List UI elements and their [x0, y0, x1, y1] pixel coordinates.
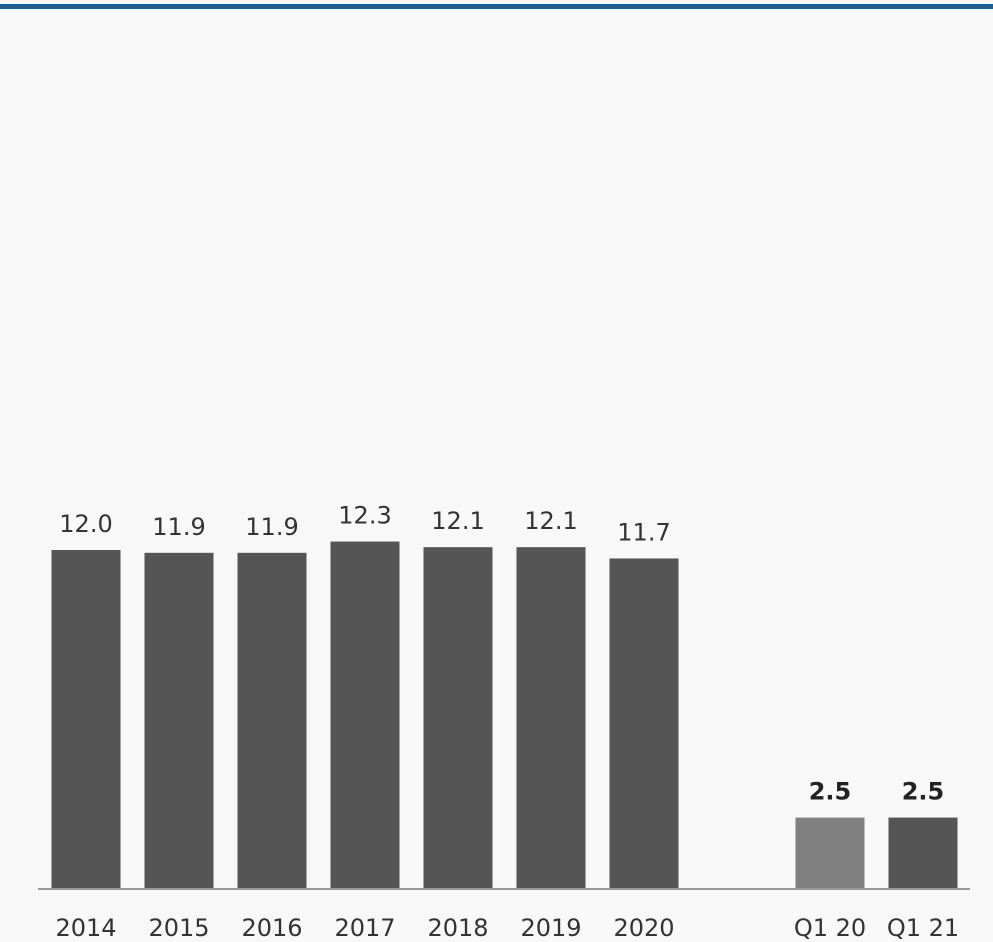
x-tick-label-q1-21: Q1 21 [887, 914, 959, 942]
bar-2016 [237, 552, 307, 888]
x-tick-label-2014: 2014 [55, 914, 116, 942]
value-label-2016: 11.9 [245, 513, 298, 541]
bar-2014 [51, 550, 121, 888]
value-label-q1-21: 2.5 [902, 778, 945, 806]
value-label-2015: 11.9 [152, 513, 205, 541]
value-label-2019: 12.1 [524, 507, 577, 535]
value-labels-group: 12.0 11.9 11.9 12.3 12.1 12.1 11.7 2.5 2.5 [59, 502, 944, 806]
x-tick-label-2015: 2015 [148, 914, 209, 942]
bar-2015 [144, 552, 214, 888]
top-accent-rule [0, 4, 993, 9]
value-label-2014: 12.0 [59, 510, 112, 538]
value-label-2018: 12.1 [431, 507, 484, 535]
bar-q1-20 [795, 817, 865, 888]
bar-2017 [330, 541, 400, 888]
x-tick-label-2020: 2020 [613, 914, 674, 942]
bar-2019 [516, 547, 586, 888]
value-label-2017: 12.3 [338, 502, 391, 530]
x-tick-labels-group: 2014 2015 2016 2017 2018 2019 2020 Q1 20 Q1 21 [55, 914, 959, 942]
x-tick-label-2016: 2016 [241, 914, 302, 942]
bar-q1-21 [888, 817, 958, 888]
bars-group [51, 541, 958, 888]
value-label-q1-20: 2.5 [809, 778, 852, 806]
bar-2018 [423, 547, 493, 888]
x-tick-label-q1-20: Q1 20 [794, 914, 866, 942]
x-tick-label-2019: 2019 [520, 914, 581, 942]
x-tick-label-2018: 2018 [427, 914, 488, 942]
value-label-2020: 11.7 [617, 518, 670, 546]
bar-2020 [609, 558, 679, 888]
x-tick-label-2017: 2017 [334, 914, 395, 942]
